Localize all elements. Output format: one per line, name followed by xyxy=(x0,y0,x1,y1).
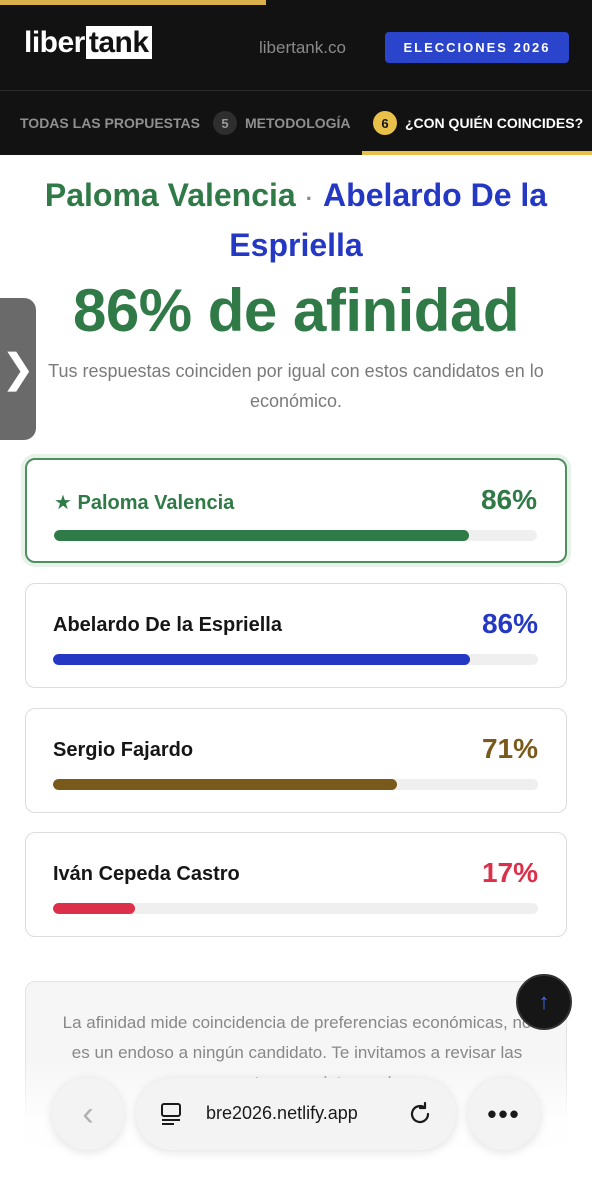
browser-more-button[interactable]: ••• xyxy=(468,1078,540,1150)
affinity-bar-fill xyxy=(53,654,471,665)
candidate-percentage: 17% xyxy=(481,857,538,888)
site-link[interactable]: libertank.co xyxy=(259,38,346,57)
reload-icon[interactable] xyxy=(406,1100,434,1128)
tab-number-badge: 6 xyxy=(373,111,397,135)
headline-separator: · xyxy=(305,186,314,211)
browser-url[interactable]: bre2026.netlify.app xyxy=(206,1103,358,1123)
tabs-icon[interactable] xyxy=(160,1102,182,1126)
scroll-to-top-button[interactable]: ↑ xyxy=(516,974,572,1030)
candidate-name: Sergio Fajardo xyxy=(53,739,194,761)
candidate-card: ★ Paloma Valencia 86% xyxy=(25,458,567,563)
tab-label: ¿CON QUIÉN COINCIDES? xyxy=(405,115,584,131)
browser-back-button[interactable]: ‹ xyxy=(52,1078,124,1150)
affinity-bar-track xyxy=(54,530,537,541)
candidate-name: ★ Paloma Valencia xyxy=(54,492,235,514)
chevron-right-icon: ❯ xyxy=(1,347,35,391)
logo-text-right: tank xyxy=(85,26,152,59)
candidate-percentage: 86% xyxy=(480,484,537,515)
candidate-card: Iván Cepeda Castro 17% xyxy=(25,832,567,937)
tab-label: TODAS LAS PROPUESTAS xyxy=(20,115,200,131)
candidate-card: Sergio Fajardo 71% xyxy=(25,708,567,813)
browser-address-bar[interactable]: bre2026.netlify.app xyxy=(136,1078,456,1150)
arrow-up-icon: ↑ xyxy=(538,989,550,1014)
top-bar: liber tank libertank.co ELECCIONES 2026 T… xyxy=(0,0,592,155)
candidate-name: Iván Cepeda Castro xyxy=(53,863,240,885)
candidate-name: Abelardo De la Espriella xyxy=(53,614,282,636)
affinity-score: 86% de afinidad xyxy=(73,277,519,344)
top-accent-bar xyxy=(0,0,266,5)
candidate-percentage: 71% xyxy=(481,733,538,764)
candidate-card: Abelardo De la Espriella 86% xyxy=(25,583,567,688)
affinity-bar-track xyxy=(53,779,538,790)
tab-metodologia[interactable]: 5 METODOLOGÍA xyxy=(213,91,351,155)
logo-text-left: liber xyxy=(24,26,85,59)
tab-todas-las-propuestas[interactable]: TODAS LAS PROPUESTAS xyxy=(0,91,200,155)
tab-number-badge: 5 xyxy=(213,111,237,135)
step-tabs: TODAS LAS PROPUESTAS 5 METODOLOGÍA 6 ¿CO… xyxy=(0,90,592,155)
elecciones-button[interactable]: ELECCIONES 2026 xyxy=(385,32,569,63)
affinity-bar-fill xyxy=(53,903,136,914)
tab-con-quien-coincides[interactable]: 6 ¿CON QUIÉN COINCIDES? xyxy=(373,91,583,155)
chevron-left-icon: ‹ xyxy=(82,1094,94,1133)
headline-candidate-b: Abelardo De la Espriella xyxy=(229,177,548,263)
candidate-percentage: 86% xyxy=(481,608,538,639)
more-dots-icon: ••• xyxy=(487,1098,521,1129)
affinity-bar-track xyxy=(53,654,538,665)
affinity-subtitle: Tus respuestas coinciden por igual con e… xyxy=(48,361,544,411)
tab-label: METODOLOGÍA xyxy=(245,115,351,131)
headline-candidate-a: Paloma Valencia xyxy=(44,177,296,213)
side-drawer-handle[interactable]: ❯ xyxy=(0,298,36,440)
match-headline: Paloma Valencia · Abelardo De la Espriella xyxy=(20,172,572,268)
active-tab-underline xyxy=(362,151,592,155)
affinity-bar-fill xyxy=(54,530,470,541)
libertank-logo[interactable]: liber tank xyxy=(24,26,152,59)
affinity-bar-fill xyxy=(53,779,398,790)
affinity-bar-track xyxy=(53,903,538,914)
